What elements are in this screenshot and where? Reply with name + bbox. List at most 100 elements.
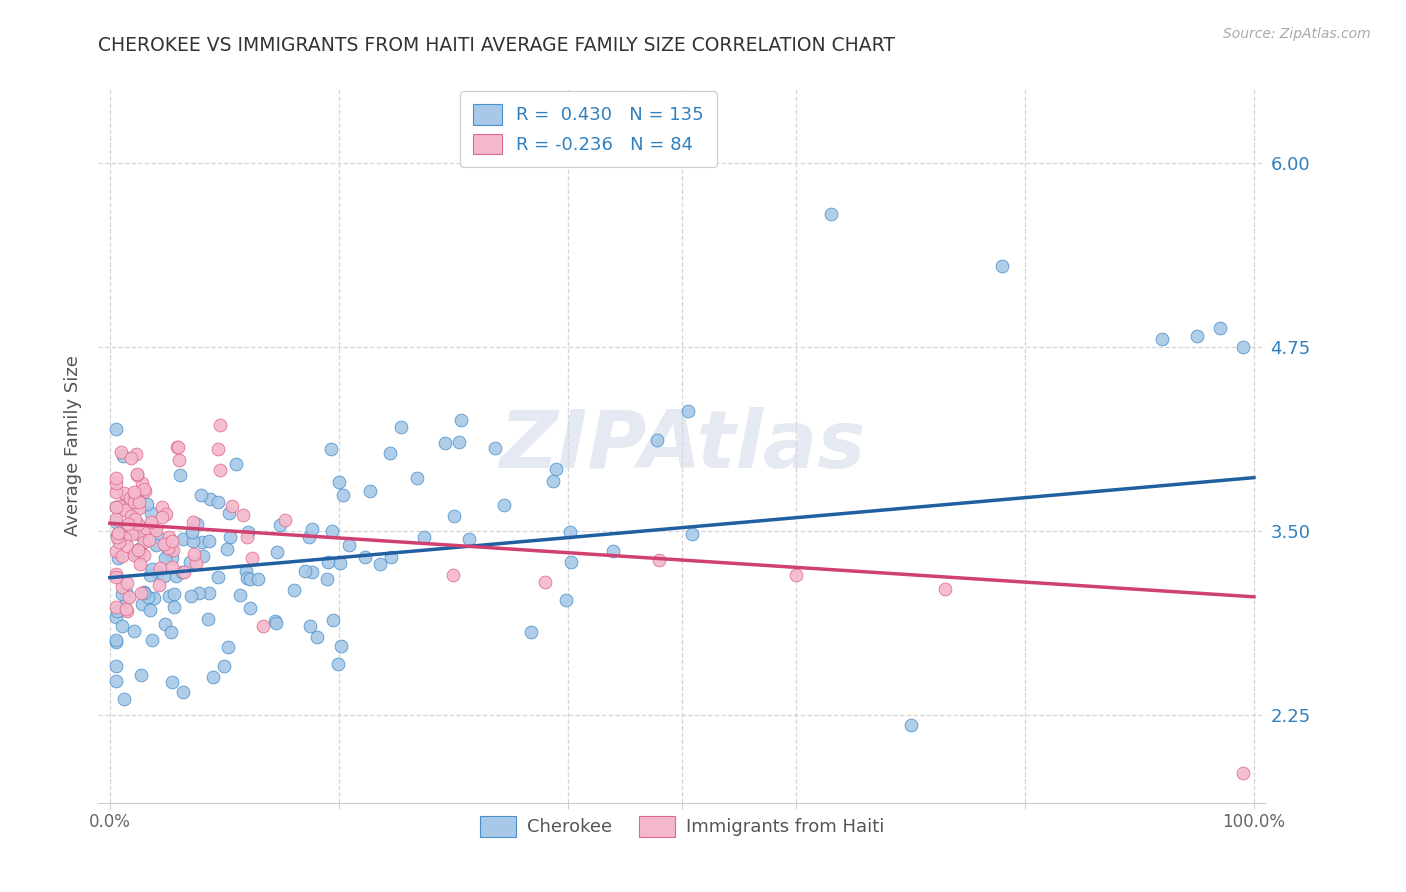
Point	[188, 586, 211, 600]
Point	[413, 530, 436, 544]
Point	[104, 484, 127, 499]
Point	[301, 565, 323, 579]
Point	[138, 602, 160, 616]
Point	[128, 545, 150, 559]
Point	[117, 516, 139, 531]
Point	[181, 533, 204, 548]
Point	[104, 471, 127, 485]
Point	[484, 441, 506, 455]
Point	[165, 569, 187, 583]
Point	[179, 555, 201, 569]
Point	[198, 533, 221, 548]
Point	[121, 527, 143, 541]
Point	[139, 506, 162, 520]
Point	[104, 500, 127, 514]
Point	[218, 507, 240, 521]
Point	[153, 550, 176, 565]
Point	[125, 467, 148, 481]
Point	[1152, 332, 1174, 346]
Point	[112, 486, 135, 500]
Point	[170, 565, 193, 579]
Point	[132, 548, 155, 562]
Point	[132, 534, 155, 549]
Point	[120, 509, 142, 524]
Point	[131, 476, 153, 491]
Point	[214, 658, 236, 673]
Point	[316, 572, 339, 586]
Point	[114, 503, 136, 517]
Point	[647, 433, 669, 447]
Point	[328, 475, 350, 489]
Point	[129, 668, 152, 682]
Point	[264, 615, 287, 629]
Point	[1208, 320, 1230, 334]
Point	[111, 549, 134, 563]
Point	[173, 565, 195, 579]
Point	[104, 500, 127, 514]
Point	[127, 468, 149, 483]
Point	[118, 590, 141, 604]
Point	[105, 569, 128, 583]
Legend: Cherokee, Immigrants from Haiti: Cherokee, Immigrants from Haiti	[472, 808, 891, 844]
Point	[934, 582, 956, 597]
Point	[1185, 329, 1208, 343]
Point	[160, 560, 183, 574]
Point	[239, 572, 262, 586]
Point	[127, 486, 149, 500]
Point	[193, 549, 215, 564]
Point	[115, 576, 138, 591]
Point	[104, 600, 127, 615]
Point	[107, 604, 129, 618]
Point	[136, 590, 159, 604]
Point	[172, 533, 194, 547]
Point	[198, 585, 221, 599]
Point	[160, 624, 183, 639]
Point	[298, 530, 321, 544]
Point	[120, 450, 142, 465]
Point	[681, 527, 703, 541]
Point	[114, 692, 136, 706]
Point	[321, 442, 343, 457]
Point	[337, 538, 360, 552]
Point	[115, 591, 138, 606]
Point	[111, 580, 134, 594]
Point	[115, 602, 138, 616]
Point	[148, 578, 170, 592]
Point	[141, 562, 163, 576]
Text: Source: ZipAtlas.com: Source: ZipAtlas.com	[1223, 27, 1371, 41]
Y-axis label: Average Family Size: Average Family Size	[63, 356, 82, 536]
Point	[236, 571, 259, 585]
Point	[190, 488, 212, 502]
Point	[145, 523, 167, 537]
Point	[544, 462, 567, 476]
Point	[145, 538, 167, 552]
Point	[104, 567, 127, 582]
Point	[127, 544, 149, 558]
Point	[191, 534, 214, 549]
Point	[380, 549, 402, 564]
Point	[162, 543, 184, 558]
Point	[124, 488, 146, 502]
Point	[441, 567, 464, 582]
Point	[124, 485, 146, 500]
Point	[232, 508, 254, 522]
Point	[520, 625, 543, 640]
Point	[207, 495, 229, 509]
Point	[160, 542, 183, 557]
Point	[225, 457, 247, 471]
Point	[169, 467, 191, 482]
Point	[326, 657, 349, 672]
Point	[125, 447, 148, 461]
Point	[120, 495, 142, 509]
Point	[129, 557, 152, 571]
Point	[124, 495, 146, 509]
Point	[221, 499, 243, 513]
Point	[321, 524, 343, 538]
Point	[162, 587, 184, 601]
Point	[122, 549, 145, 563]
Point	[443, 508, 465, 523]
Point	[128, 542, 150, 557]
Point	[219, 530, 242, 544]
Point	[269, 518, 291, 533]
Point	[156, 541, 179, 555]
